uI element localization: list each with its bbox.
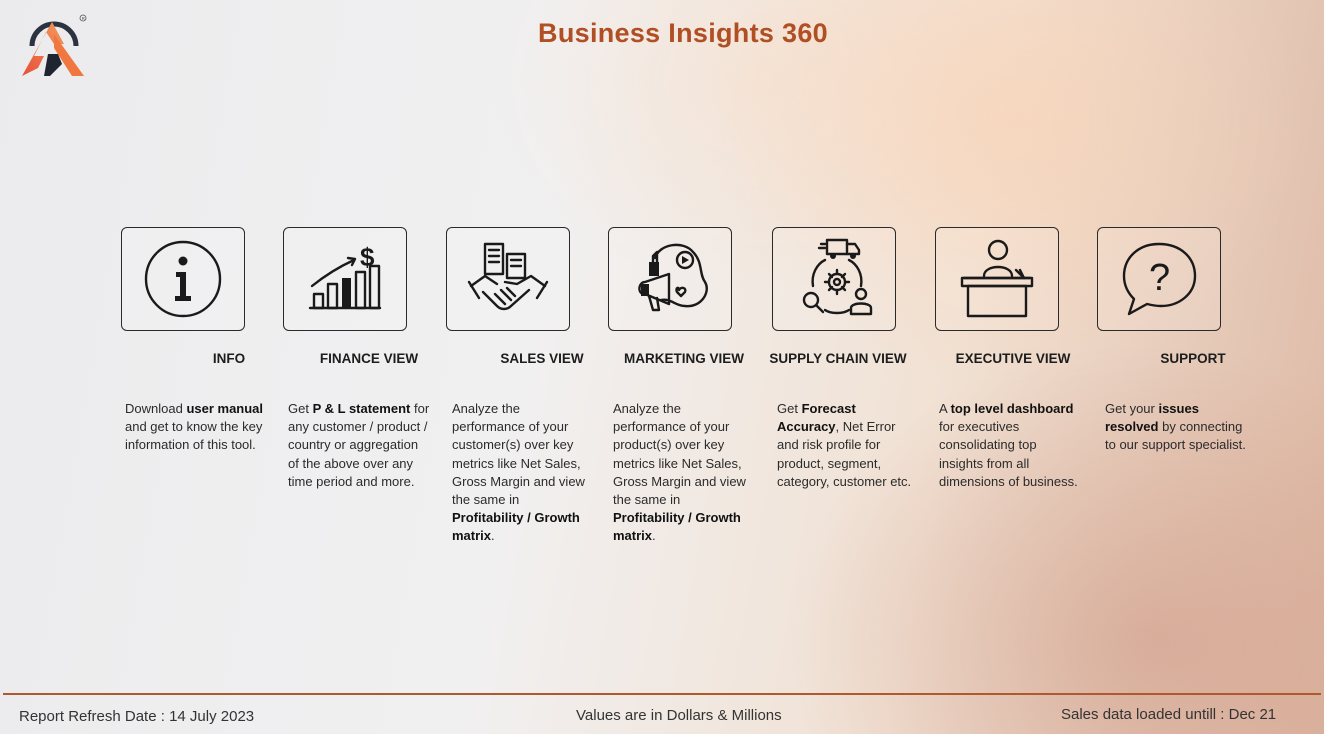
card-description: Get P & L statement for any customer / p… [288,401,430,489]
nav-button-executive-view[interactable] [935,227,1059,331]
page-title: Business Insights 360 [538,18,828,48]
nav-button-finance-view[interactable]: $ [283,227,407,331]
executive-desk-icon [960,239,1034,318]
footer-divider [3,693,1321,695]
supply-chain-icon [802,238,873,316]
finance-chart-icon: $ [308,242,382,310]
nav-button-sales-view[interactable] [446,227,570,331]
nav-button-support[interactable]: ? [1097,227,1221,331]
card-description: Download user manual and get to know the… [125,401,264,453]
svg-text:R: R [82,16,86,21]
card-title: FINANCE VIEW [319,351,419,366]
handshake-icon [467,242,549,311]
card-description: Get Forecast Accuracy, Net Error and ris… [777,401,912,489]
card-title: INFO [212,351,246,366]
card-title: EXECUTIVE VIEW [955,351,1071,366]
svg-text:?: ? [1149,257,1170,299]
megaphone-icon [638,243,708,312]
nav-button-supply-chain-view[interactable] [772,227,896,331]
units-note: Values are in Dollars & Millions [576,707,782,724]
card-title: MARKETING VIEW [624,351,744,366]
data-loaded-note: Sales data loaded untill : Dec 21 [1061,706,1277,723]
card-title: SUPPLY CHAIN VIEW [769,351,907,366]
nav-button-info[interactable] [121,227,245,331]
card-title: SUPPORT [1160,351,1226,366]
svg-text:$: $ [360,242,375,272]
card-description: A top level dashboard for executives con… [939,401,1078,489]
atliq-logo-icon: R [20,12,88,78]
card-title: SALES VIEW [500,351,584,366]
card-description: Get your issues resolved by connecting t… [1105,401,1246,453]
question-bubble-icon: ? [1122,242,1197,316]
refresh-date: Report Refresh Date : 14 July 2023 [19,708,255,725]
nav-button-marketing-view[interactable] [608,227,732,331]
info-icon [144,240,222,318]
card-description: Analyze the performance of your customer… [452,401,585,544]
card-description: Analyze the performance of your product(… [613,401,746,544]
